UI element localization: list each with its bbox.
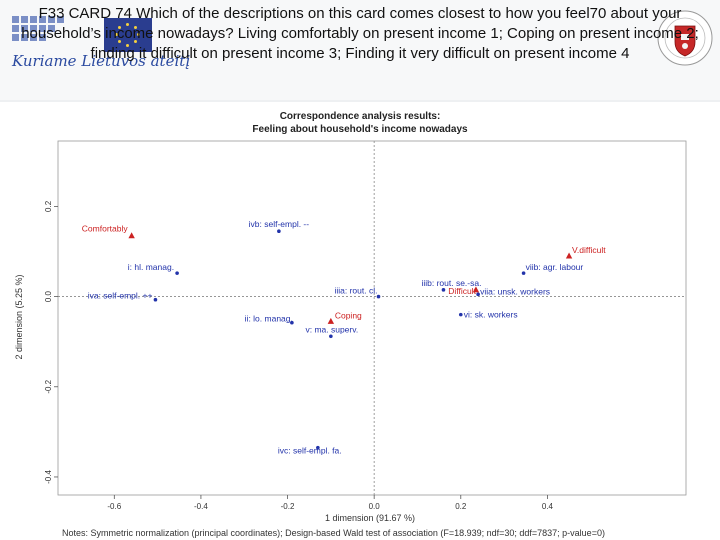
point-label: ivc: self-empl. fa. <box>278 446 342 456</box>
point-label: ivb: self-empl. -- <box>249 219 310 229</box>
point-label: vi: sk. workers <box>464 310 518 320</box>
y-axis-label: 2 dimension (5.25 %) <box>14 274 24 359</box>
point-label: viia: unsk. workers <box>480 286 550 296</box>
points-layer: Comfortably Coping Difficult V.difficult ivb… <box>82 219 606 455</box>
x-tick-label: -0.2 <box>281 502 295 511</box>
axes-layer: -0.6 -0.4 -0.2 0.0 0.2 0.4 0.2 0.0 -0.2 -0.4 <box>44 141 686 511</box>
occupation-point-marker <box>277 229 281 233</box>
chart-panel: Correspondence analysis results: Feeling… <box>0 102 720 540</box>
occupation-point-marker <box>175 271 179 275</box>
chart-title-line-2: Feeling about household's income nowaday… <box>252 124 468 135</box>
slide-title: F33 CARD 74 Which of the descriptions on… <box>21 5 699 62</box>
occupation-point-marker <box>441 288 446 292</box>
occupation-point-marker <box>153 297 158 302</box>
category-triangle-marker <box>327 317 335 324</box>
y-tick-label: 0.0 <box>44 290 53 302</box>
point-label: iva: self-empl. ++ <box>88 291 153 301</box>
plot-area <box>57 140 687 496</box>
point-label: V.difficult <box>572 245 606 255</box>
point-label: viib: agr. labour <box>526 262 584 272</box>
x-tick-label: -0.6 <box>107 502 121 511</box>
y-tick-label: -0.2 <box>44 379 53 393</box>
occupation-point-marker <box>376 294 381 299</box>
point-label: Coping <box>335 310 362 320</box>
occupation-point-marker <box>329 334 333 339</box>
point-label: Difficult <box>448 286 476 296</box>
point-label: ii: lo. manag. <box>245 314 293 324</box>
x-tick-label: 0.4 <box>542 502 554 511</box>
point-label: iiia: rout. cl. <box>334 286 377 296</box>
point-label: Comfortably <box>82 224 129 234</box>
university-grid-logo <box>12 16 76 50</box>
occupation-point-marker <box>316 445 320 450</box>
y-tick-label: 0.2 <box>44 200 53 212</box>
eu-flag-icon <box>104 18 152 52</box>
x-tick-label: 0.2 <box>455 502 467 511</box>
category-triangle-marker <box>472 286 480 293</box>
correspondence-analysis-chart: Correspondence analysis results: Feeling… <box>14 111 687 538</box>
x-tick-label: -0.4 <box>194 502 208 511</box>
point-label: iiib: rout. se.-sa. <box>421 278 481 288</box>
category-triangle-marker <box>565 252 573 259</box>
project-logo: Kuriame Lietuvos ateitį <box>12 16 190 76</box>
slide-header: Kuriame Lietuvos ateitį F33 CARD 74 Whic… <box>0 0 720 100</box>
occupation-point-marker <box>290 320 294 325</box>
x-tick-label: 0.0 <box>369 502 381 511</box>
occupation-point-marker <box>476 292 480 297</box>
category-triangle-marker <box>128 232 135 239</box>
logo-caption: Kuriame Lietuvos ateitį <box>12 52 191 70</box>
occupation-point-marker <box>458 312 463 317</box>
occupation-point-marker <box>521 271 526 275</box>
chart-note: Notes: Symmetric normalization (principa… <box>62 528 605 538</box>
point-label: i: hl. manag. <box>128 262 174 272</box>
university-seal-icon <box>657 10 713 66</box>
chart-title-line-1: Correspondence analysis results: <box>280 111 441 122</box>
x-axis-label: 1 dimension (91.67 %) <box>325 513 415 523</box>
y-tick-label: -0.4 <box>44 470 53 484</box>
point-label: v: ma. superv. <box>305 324 358 334</box>
